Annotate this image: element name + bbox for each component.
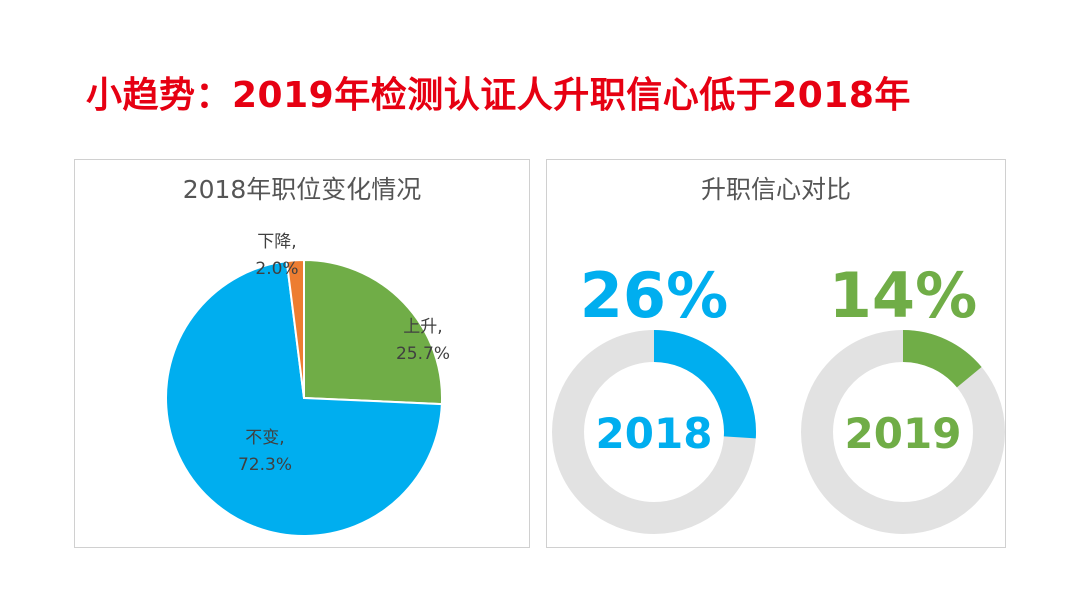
donut-year-label: 2019 (845, 409, 962, 458)
pie-slice (303, 258, 443, 406)
pie-slice (165, 259, 443, 537)
donut-year-label: 2018 (596, 409, 713, 458)
pie-slice-value-label: 25.7% (396, 344, 450, 364)
pie-slice-name: 不变, (245, 428, 284, 448)
headline-title: 小趋势：2019年检测认证人升职信心低于2018年 (86, 75, 911, 116)
pie-slice-value-label: 72.3% (238, 455, 292, 475)
pie-slice-name: 下降, (257, 232, 296, 252)
pie-slice (285, 258, 305, 399)
donut-chart-panel: 升职信心对比 26% 2018 14% 2019 (546, 159, 1006, 548)
pie-slice-value-label: 2.0% (255, 259, 298, 279)
pie-slice-name: 上升, (403, 317, 442, 337)
donut-charts: 26% 2018 14% 2019 (552, 259, 1005, 534)
donut-percent-label: 26% (580, 259, 728, 332)
pie-chart-panel: 2018年职位变化情况 上升, 25.7% 不变, 72.3% 下降, 2.0% (74, 159, 530, 548)
donut-value-arc (902, 330, 982, 388)
donut-percent-label: 14% (829, 259, 977, 332)
donut-chart-title: 升职信心对比 (700, 175, 851, 204)
pie-chart-title: 2018年职位变化情况 (182, 175, 422, 204)
donut-value-arc (653, 330, 756, 439)
pie-chart: 上升, 25.7% 不变, 72.3% 下降, 2.0% (165, 232, 450, 537)
